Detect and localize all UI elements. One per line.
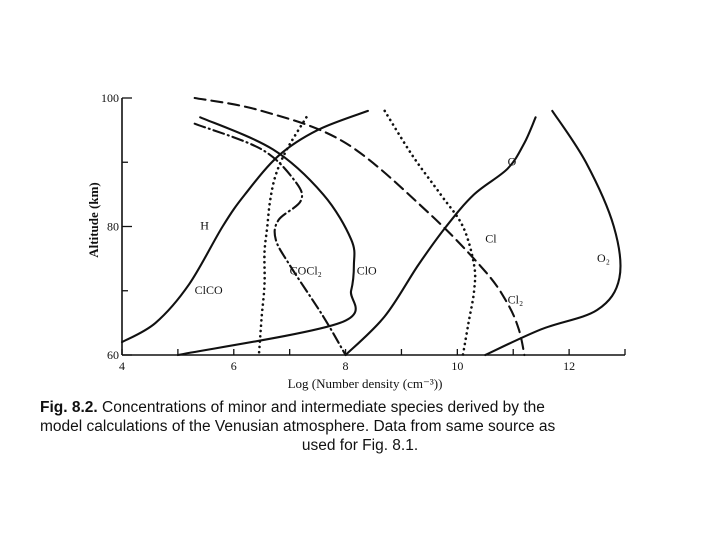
series-label-2: COCl₂	[290, 264, 322, 278]
series-label-7: O₂	[597, 251, 610, 265]
series-line-6	[344, 116, 537, 357]
x-tick-label: 8	[343, 359, 349, 373]
x-tick-label: 12	[563, 359, 575, 373]
series-label-5: Cl	[485, 232, 497, 246]
series-label-4: Cl₂	[508, 293, 524, 307]
series-label-0: H	[200, 219, 209, 233]
x-tick-label: 10	[451, 359, 463, 373]
series-line-1	[257, 116, 308, 357]
figure-caption: Fig. 8.2. Concentrations of minor and in…	[40, 398, 680, 455]
series-line-3	[176, 116, 357, 357]
y-tick-label: 100	[101, 91, 119, 105]
chart-axes: 60 80 100 4 6 8 10 12	[101, 91, 626, 373]
series-label-6: O	[508, 154, 517, 168]
series-line-2	[193, 122, 347, 357]
series-line-5	[383, 109, 477, 357]
series-label-3: ClO	[357, 264, 377, 278]
caption-figure-label: Fig. 8.2.	[40, 399, 98, 416]
series-layer	[120, 96, 622, 357]
caption-line-1: Concentrations of minor and intermediate…	[102, 399, 545, 416]
x-tick-label: 4	[119, 359, 125, 373]
caption-line-3: used for Fig. 8.1.	[301, 437, 419, 454]
series-label-1: ClCO	[195, 283, 223, 297]
x-axis-label: Log (Number density (cm⁻³))	[288, 376, 443, 391]
x-tick-label: 6	[231, 359, 237, 373]
series-line-0	[120, 109, 369, 344]
y-tick-label: 80	[107, 220, 119, 234]
y-tick-label: 60	[107, 348, 119, 362]
caption-line-2: model calculations of the Venusian atmos…	[40, 418, 556, 435]
y-axis-label: Altitude (km)	[86, 182, 101, 257]
series-line-7	[484, 109, 622, 357]
series-line-4	[193, 96, 526, 357]
